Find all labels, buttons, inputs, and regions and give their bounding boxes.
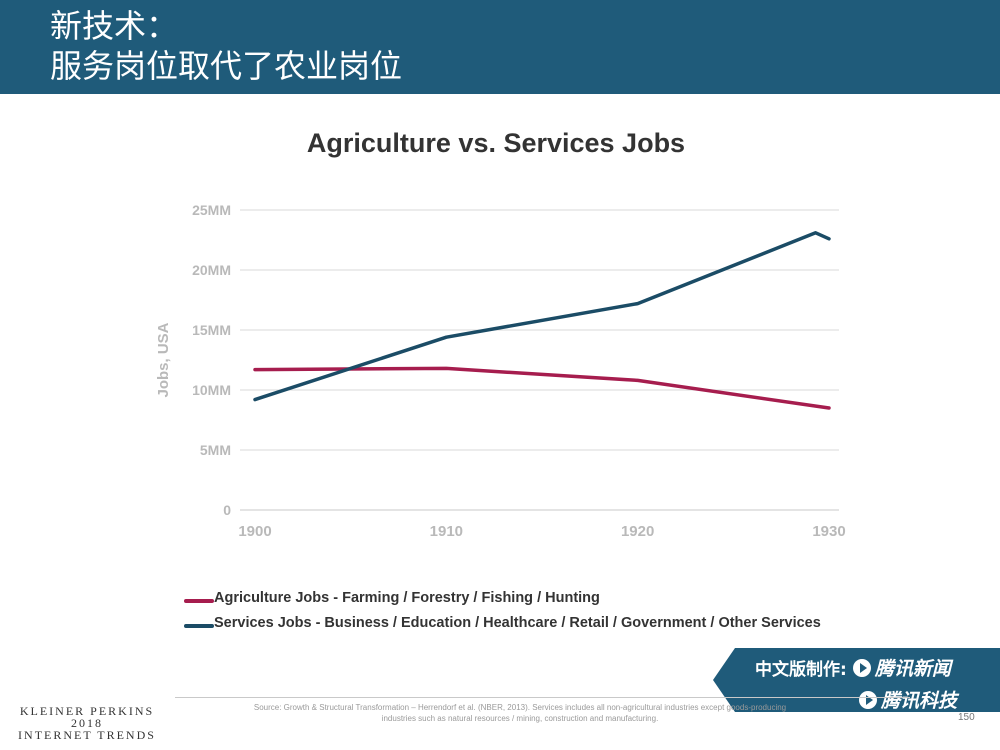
credit-row-news: 中文版制作: 腾讯新闻 — [755, 654, 951, 681]
credit-row-tech: 腾讯科技 — [853, 686, 957, 713]
page-number: 150 — [958, 712, 975, 723]
series-line-agriculture — [253, 366, 831, 410]
source-note: Source: Growth & Structural Transformati… — [253, 703, 787, 723]
slide-title-line-2: 服务岗位取代了农业岗位 — [50, 47, 403, 85]
legend-label-agriculture: Agriculture Jobs - Farming / Forestry / … — [214, 590, 600, 606]
brand-report: INTERNET TRENDS — [18, 728, 156, 742]
legend-swatch-agriculture — [184, 599, 214, 603]
y-tick-label: 15MM — [192, 322, 231, 338]
legend-label-services: Services Jobs - Business / Education / H… — [214, 615, 821, 631]
credit-banner: 中文版制作: 腾讯新闻 腾讯科技 — [713, 648, 1000, 713]
x-tick-label: 1930 — [812, 523, 845, 540]
y-tick-label: 10MM — [192, 382, 231, 398]
y-tick-label: 5MM — [200, 442, 231, 458]
y-axis-label: Jobs, USA — [155, 322, 172, 397]
y-tick-label: 25MM — [192, 202, 231, 218]
x-tick-label: 1920 — [621, 523, 654, 540]
footer-divider — [175, 697, 910, 698]
tencent-logo-icon — [859, 690, 877, 709]
kleiner-perkins-brand: KLEINER PERKINS 2018 INTERNET TRENDS — [12, 705, 162, 741]
y-tick-label: 0 — [223, 502, 231, 518]
x-tick-label: 1910 — [430, 523, 463, 540]
credit-prefix: 中文版制作: — [755, 660, 847, 680]
tencent-logo-icon — [852, 658, 871, 677]
legend-swatch-services — [184, 624, 214, 628]
slide-title-line-1: 新技术： — [50, 7, 179, 45]
y-tick-label: 20MM — [192, 262, 231, 278]
chart-title: Agriculture vs. Services Jobs — [306, 128, 686, 158]
line-chart: 0 5MM 10MM 15MM 20MM 25MM 1900 1910 1920 1930 Jobs… — [155, 202, 846, 540]
x-tick-label: 1900 — [238, 523, 271, 540]
brand-year: 2018 — [71, 716, 103, 730]
series-line-services — [253, 231, 831, 402]
slide-header: 新技术： 服务岗位取代了农业岗位 — [0, 0, 1000, 94]
credit-brand-tech: 腾讯科技 — [881, 690, 958, 712]
brand-name: KLEINER PERKINS — [19, 704, 155, 718]
credit-brand-news: 腾讯新闻 — [874, 658, 951, 680]
